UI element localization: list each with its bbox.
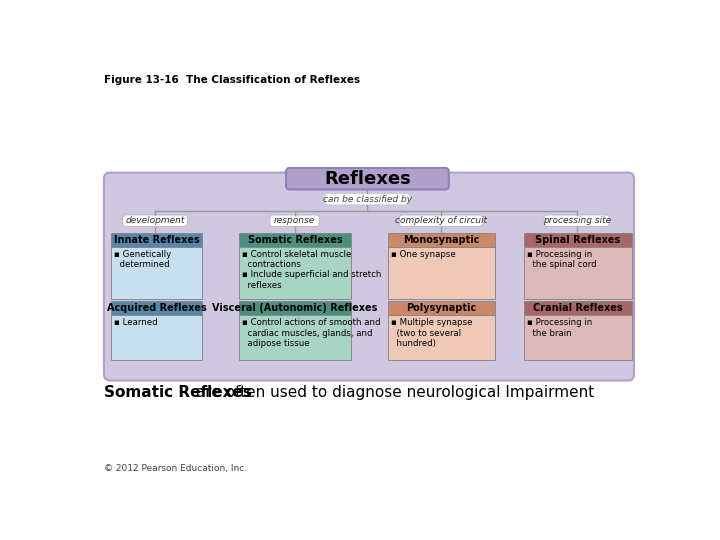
Bar <box>111 233 202 247</box>
Bar <box>387 247 495 299</box>
Text: Spinal Reflexes: Spinal Reflexes <box>535 234 621 245</box>
Bar <box>524 233 631 247</box>
Text: Somatic Reflexes: Somatic Reflexes <box>248 234 342 245</box>
Bar <box>524 315 631 360</box>
Text: Acquired Reflexes: Acquired Reflexes <box>107 303 207 313</box>
FancyBboxPatch shape <box>325 193 410 205</box>
FancyBboxPatch shape <box>286 168 449 190</box>
Bar <box>524 247 631 299</box>
Bar <box>111 247 202 299</box>
Bar <box>239 247 351 299</box>
Text: Monosynaptic: Monosynaptic <box>403 234 480 245</box>
Bar <box>239 233 351 247</box>
Bar <box>387 315 495 360</box>
Text: development: development <box>125 216 185 225</box>
Text: Cranial Reflexes: Cranial Reflexes <box>533 303 623 313</box>
Bar <box>111 301 202 315</box>
Bar <box>524 301 631 315</box>
Bar <box>239 301 351 315</box>
Text: ▪ Control skeletal muscle
  contractions
▪ Include superficial and stretch
  ref: ▪ Control skeletal muscle contractions ▪… <box>242 249 382 290</box>
Text: ▪ Processing in
  the spinal cord: ▪ Processing in the spinal cord <box>527 249 597 269</box>
Text: Figure 13-16  The Classification of Reflexes: Figure 13-16 The Classification of Refle… <box>104 75 360 85</box>
Bar <box>387 233 495 247</box>
Text: Somatic Reflexes: Somatic Reflexes <box>104 384 252 400</box>
Text: can be classified by: can be classified by <box>323 194 412 204</box>
Text: ▪ Learned: ▪ Learned <box>114 318 158 327</box>
FancyBboxPatch shape <box>544 215 609 226</box>
Text: ▪ One synapse: ▪ One synapse <box>391 249 456 259</box>
FancyBboxPatch shape <box>270 215 320 226</box>
Text: Reflexes: Reflexes <box>324 170 411 188</box>
Text: Innate Reflexes: Innate Reflexes <box>114 234 199 245</box>
Text: ▪ Control actions of smooth and
  cardiac muscles, glands, and
  adipose tissue: ▪ Control actions of smooth and cardiac … <box>242 318 380 348</box>
Bar <box>111 315 202 360</box>
Text: Visceral (Autonomic) Reflexes: Visceral (Autonomic) Reflexes <box>212 303 378 313</box>
FancyBboxPatch shape <box>122 215 188 226</box>
Text: are often used to diagnose neurological Impairment: are often used to diagnose neurological … <box>191 384 594 400</box>
Text: ▪ Genetically
  determined: ▪ Genetically determined <box>114 249 171 269</box>
Text: Polysynaptic: Polysynaptic <box>406 303 477 313</box>
Text: complexity of circuit: complexity of circuit <box>395 216 487 225</box>
FancyBboxPatch shape <box>399 215 483 226</box>
Bar <box>387 301 495 315</box>
Text: processing site: processing site <box>543 216 611 225</box>
Bar <box>239 315 351 360</box>
Text: ▪ Multiple synapse
  (two to several
  hundred): ▪ Multiple synapse (two to several hundr… <box>391 318 472 348</box>
Text: ▪ Processing in
  the brain: ▪ Processing in the brain <box>527 318 593 338</box>
Text: response: response <box>274 216 315 225</box>
Text: © 2012 Pearson Education, Inc.: © 2012 Pearson Education, Inc. <box>104 464 247 473</box>
FancyBboxPatch shape <box>104 173 634 381</box>
